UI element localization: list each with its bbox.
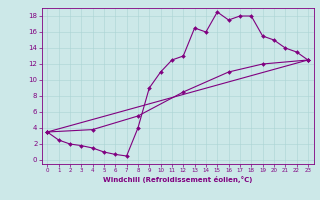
X-axis label: Windchill (Refroidissement éolien,°C): Windchill (Refroidissement éolien,°C) (103, 176, 252, 183)
